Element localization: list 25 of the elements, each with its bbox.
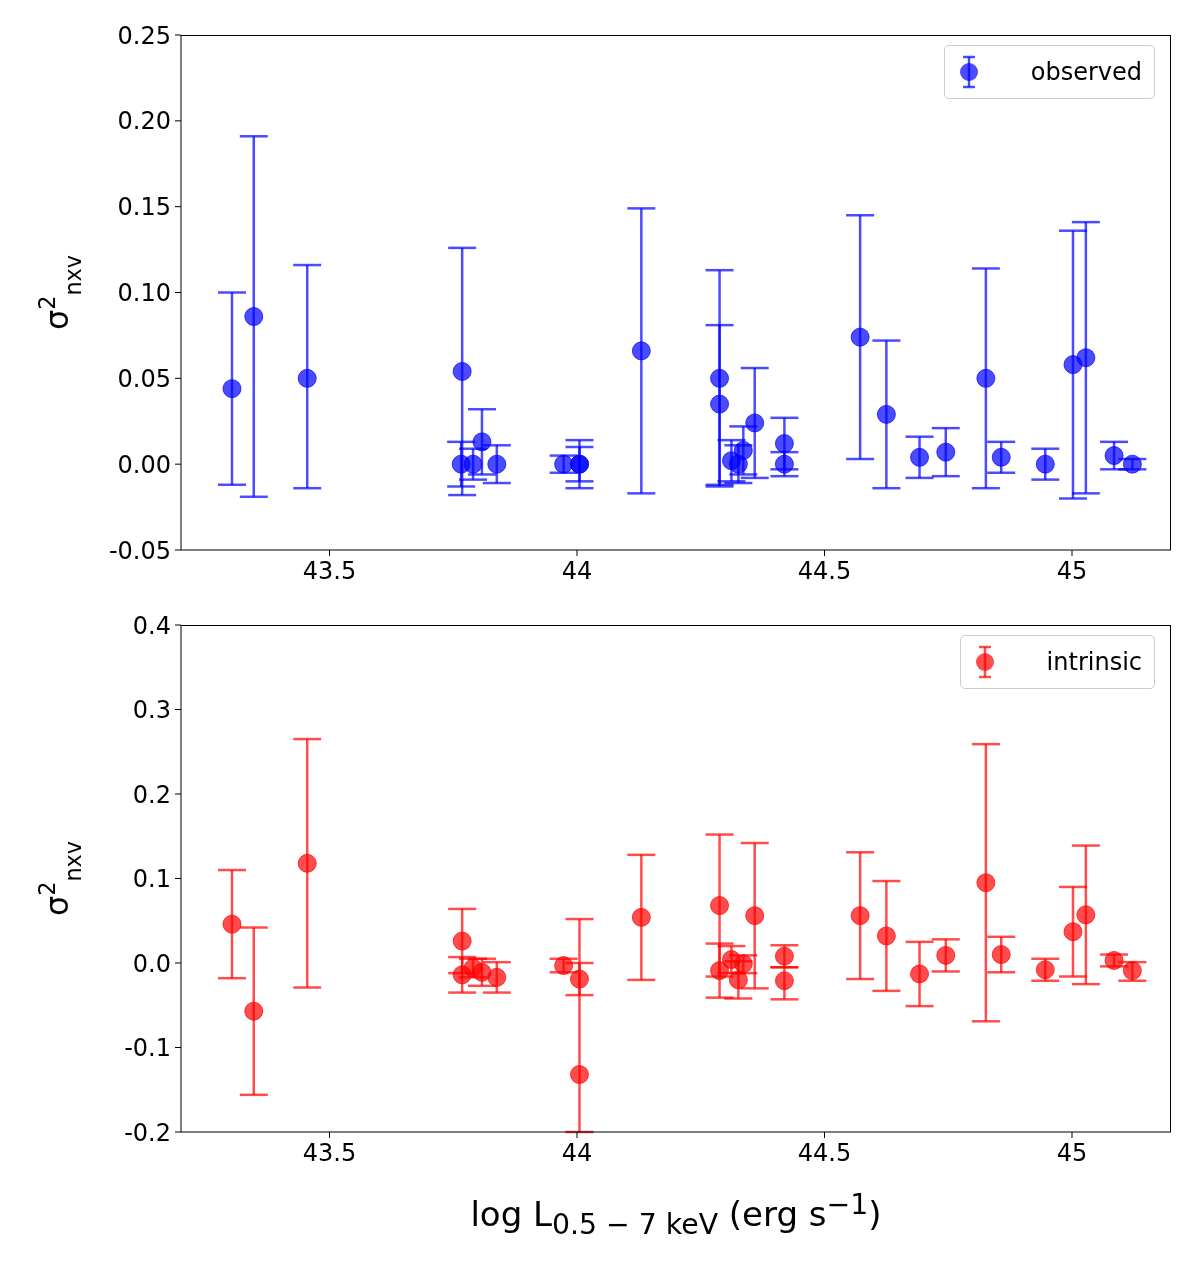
x-tick-label: 44 [561,1139,593,1168]
legend-label: observed [1030,58,1142,86]
x-tick-label: 44 [561,557,593,586]
y-tick-label: 0.15 [117,193,171,222]
y-tick-label: 0.05 [117,364,171,393]
y-tick-label: -0.1 [124,1034,171,1063]
x-tick-label: 43.5 [302,1139,357,1168]
x-tick-label: 45 [1056,557,1088,586]
y-tick-label: 0.0 [132,949,171,978]
x-tick-label: 44.5 [797,1139,852,1168]
x-axis-title: log L$_{0.5 − 7 keV}$ (erg s$^{−1}$) [469,1188,883,1242]
y-tick-label: 0.10 [117,279,171,308]
y-tick-label: 0.1 [132,865,171,894]
y-tick-label: 0.25 [117,21,171,50]
x-tick-label: 45 [1056,1139,1088,1168]
x-tick-label: 43.5 [302,557,357,586]
y-tick-label: -0.2 [124,1118,171,1147]
y-tick-label: 0.20 [117,107,171,136]
y-tick-label: 0.2 [132,780,171,809]
y-tick-label: 0.00 [117,450,171,479]
x-tick-label: 44.5 [797,557,852,586]
legend-label: intrinsic [1046,648,1142,676]
y-tick-label: 0.3 [132,696,171,725]
y-tick-label: -0.05 [108,536,171,565]
y-tick-label: 0.4 [132,611,171,640]
